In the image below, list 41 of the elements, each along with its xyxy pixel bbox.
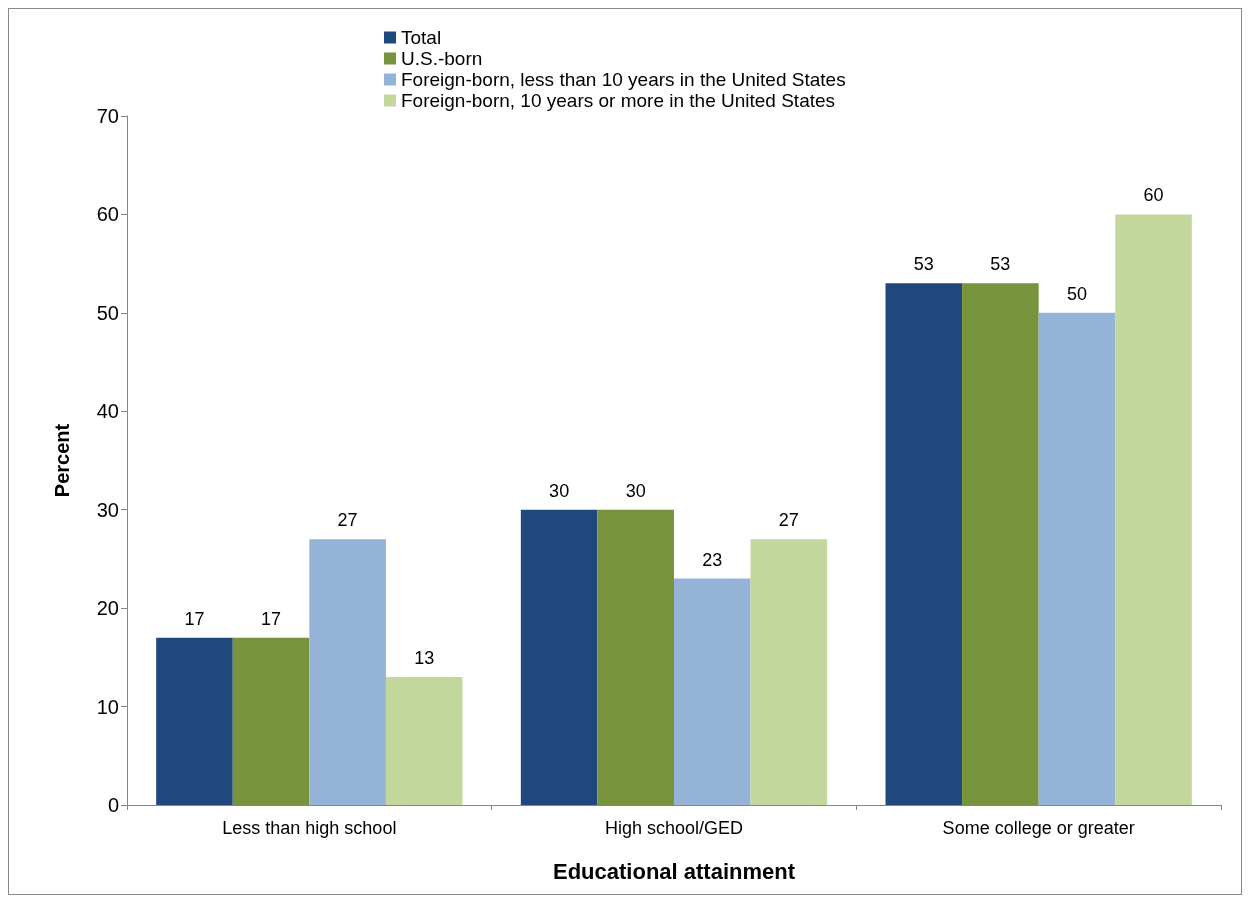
y-tick-label: 30 bbox=[96, 498, 119, 521]
data-label: 27 bbox=[337, 510, 358, 531]
bar bbox=[1115, 214, 1192, 805]
y-tick-label: 0 bbox=[107, 794, 119, 816]
x-axis-title: Educational attainment bbox=[552, 858, 796, 884]
y-tick-label: 50 bbox=[96, 301, 119, 324]
data-label: 13 bbox=[414, 648, 435, 669]
data-label: 53 bbox=[990, 254, 1011, 275]
legend-label: Total bbox=[401, 27, 442, 48]
data-label: 30 bbox=[549, 480, 570, 501]
bar bbox=[156, 637, 233, 805]
bar bbox=[385, 677, 463, 805]
bar bbox=[309, 539, 386, 805]
y-tick-label: 40 bbox=[96, 400, 119, 423]
y-tick-label: 60 bbox=[96, 203, 119, 226]
legend-label: U.S.-born bbox=[401, 48, 483, 69]
data-label: 17 bbox=[261, 608, 282, 629]
data-label: 50 bbox=[1066, 283, 1087, 304]
bar bbox=[674, 578, 751, 805]
y-tick-label: 10 bbox=[96, 695, 119, 718]
bar bbox=[597, 509, 674, 805]
data-label: 60 bbox=[1143, 185, 1164, 206]
data-label: 53 bbox=[913, 254, 934, 275]
bar bbox=[232, 637, 310, 805]
bar bbox=[750, 539, 828, 805]
data-label: 23 bbox=[702, 549, 723, 570]
legend-label: Foreign-born, less than 10 years in the United States bbox=[401, 69, 846, 90]
x-tick-label: Less than high school bbox=[222, 818, 397, 838]
data-label: 30 bbox=[625, 480, 646, 501]
bar bbox=[520, 509, 598, 805]
y-tick-label: 70 bbox=[96, 105, 119, 127]
data-label: 27 bbox=[778, 510, 799, 531]
y-axis-title: Percent bbox=[51, 423, 73, 498]
x-tick-label: High school/GED bbox=[604, 818, 744, 838]
bar bbox=[962, 283, 1039, 805]
y-tick-label: 20 bbox=[96, 597, 119, 620]
x-tick-label: Some college or greater bbox=[942, 818, 1135, 838]
bar bbox=[885, 283, 963, 805]
bar bbox=[1038, 312, 1116, 805]
legend-label: Foreign-born, 10 years or more in the United States bbox=[401, 90, 836, 111]
data-label: 17 bbox=[184, 608, 205, 629]
